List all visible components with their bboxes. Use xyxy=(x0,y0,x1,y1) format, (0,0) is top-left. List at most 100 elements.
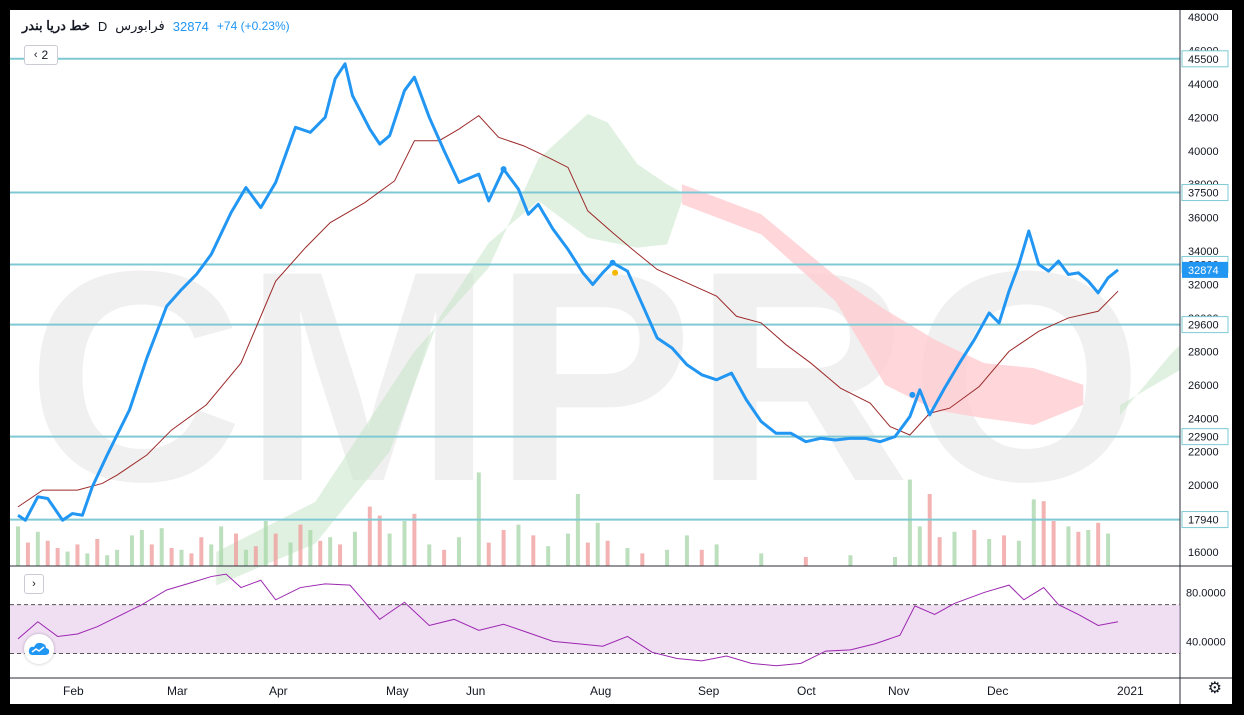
volume-bar xyxy=(45,540,50,566)
y-tick-label: 20000 xyxy=(1188,480,1219,492)
volume-bar xyxy=(253,546,258,566)
volume-bar xyxy=(199,537,204,566)
y-tick-label: 34000 xyxy=(1188,246,1219,258)
volume-bar xyxy=(234,533,239,566)
rsi-line[interactable] xyxy=(17,573,1119,667)
chevron-right-icon: ‹ xyxy=(33,49,38,61)
volume-bar xyxy=(412,513,417,566)
price-line[interactable] xyxy=(17,62,1119,522)
x-tick-label: Aug xyxy=(590,684,611,698)
x-tick-label: Apr xyxy=(269,684,288,698)
y-tick-label: 16000 xyxy=(1188,547,1219,559)
volume-bar xyxy=(129,535,134,566)
volume-bar xyxy=(139,530,144,566)
level-price-label: 29600 xyxy=(1188,320,1219,332)
collapse-indicators-button[interactable]: ‹ 2 xyxy=(24,45,58,65)
symbol-name[interactable]: خط دریا بندر xyxy=(22,18,90,33)
interval-label[interactable]: D xyxy=(97,18,108,34)
volume-bar xyxy=(501,530,506,566)
volume-bar xyxy=(318,540,323,566)
volume-bar xyxy=(684,535,689,566)
volume-bar xyxy=(516,524,521,566)
baseline-line xyxy=(17,114,1119,508)
volume-bar xyxy=(338,544,343,566)
rsi-collapse-button[interactable]: › xyxy=(24,574,44,594)
price-chart[interactable]: CMPRO48000460004400042000400003800036000… xyxy=(10,10,1232,704)
volume-bar xyxy=(427,544,432,566)
chart-header: خط دریا بندر D فرابورس 32874 +74 (+0.23%… xyxy=(22,18,290,34)
volume-bar xyxy=(759,553,764,566)
last-price: 32874 xyxy=(172,18,209,34)
exchange-name: فرابورس xyxy=(115,18,165,33)
level-price-label: 17940 xyxy=(1188,515,1219,527)
volume-bar xyxy=(85,553,90,566)
volume-bar xyxy=(377,515,382,566)
volume-bar xyxy=(402,521,407,566)
price-change: +74 (+0.23%) xyxy=(216,19,290,33)
volume-bar xyxy=(907,479,912,566)
volume-bar xyxy=(189,553,194,566)
volume-bar xyxy=(665,549,670,566)
volume-bar xyxy=(1041,501,1046,566)
volume-bar xyxy=(1106,533,1111,566)
volume-bar xyxy=(566,533,570,566)
volume-bar xyxy=(105,555,110,566)
y-tick-label: 42000 xyxy=(1188,112,1219,124)
volume-bar xyxy=(927,494,932,566)
volume-bar xyxy=(714,544,719,566)
signal-marker[interactable] xyxy=(500,166,507,173)
signal-marker[interactable] xyxy=(609,259,616,266)
volume-bar xyxy=(149,544,154,566)
y-tick-label: 24000 xyxy=(1188,413,1219,425)
volume-bar xyxy=(115,549,120,566)
level-price-tag xyxy=(1181,316,1229,334)
volume-bar xyxy=(575,494,580,566)
level-price-tag xyxy=(1181,511,1229,529)
volume-bar xyxy=(75,544,80,566)
volume-bar xyxy=(546,546,551,566)
last-price-tag xyxy=(1182,261,1228,278)
x-tick-label: Sep xyxy=(698,684,720,698)
volume-bar xyxy=(987,539,992,566)
volume-bar xyxy=(308,530,313,566)
x-tick-label: Mar xyxy=(167,684,188,698)
signal-marker[interactable] xyxy=(909,391,916,398)
tradingview-logo-icon[interactable] xyxy=(24,634,54,664)
volume-bar xyxy=(243,549,248,566)
settings-gear-icon[interactable]: ⚙ xyxy=(1207,680,1222,697)
y-tick-label: 44000 xyxy=(1188,79,1219,91)
y-tick-label: 48000 xyxy=(1188,12,1219,24)
volume-bar xyxy=(179,549,184,566)
volume-bar xyxy=(952,531,957,566)
volume-bar xyxy=(456,537,461,566)
volume-bar xyxy=(486,542,491,566)
x-tick-label: 2021 xyxy=(1117,684,1144,698)
signal-marker[interactable] xyxy=(612,269,619,276)
x-tick-label: Oct xyxy=(797,684,816,698)
volume-bar xyxy=(585,542,590,566)
volume-bar xyxy=(328,537,333,566)
volume-bar xyxy=(531,535,536,566)
y-tick-label: 26000 xyxy=(1188,380,1219,392)
x-tick-label: Nov xyxy=(888,684,909,698)
volume-bar xyxy=(937,537,942,566)
rsi-band xyxy=(10,604,1180,654)
volume-bar xyxy=(595,522,600,566)
volume-bar xyxy=(352,531,357,566)
ichimoku-cloud-bullish xyxy=(216,113,682,586)
y-tick-label: 32000 xyxy=(1188,280,1219,292)
volume-bar xyxy=(699,549,704,566)
level-price-tag xyxy=(1181,428,1229,446)
volume-bar xyxy=(848,555,853,566)
ichimoku-cloud-bearish xyxy=(681,184,1084,425)
volume-bar xyxy=(625,548,630,566)
rsi-tick-label: 40.0000 xyxy=(1186,636,1226,648)
chart-frame: CMPRO48000460004400042000400003800036000… xyxy=(10,10,1232,704)
chevron-right-icon: › xyxy=(32,578,36,590)
volume-bar xyxy=(1016,540,1021,566)
volume-bar xyxy=(35,531,40,566)
y-tick-label: 28000 xyxy=(1188,346,1219,358)
chart-background xyxy=(10,10,1232,704)
volume-bar xyxy=(367,506,372,566)
volume-bar xyxy=(159,528,164,566)
